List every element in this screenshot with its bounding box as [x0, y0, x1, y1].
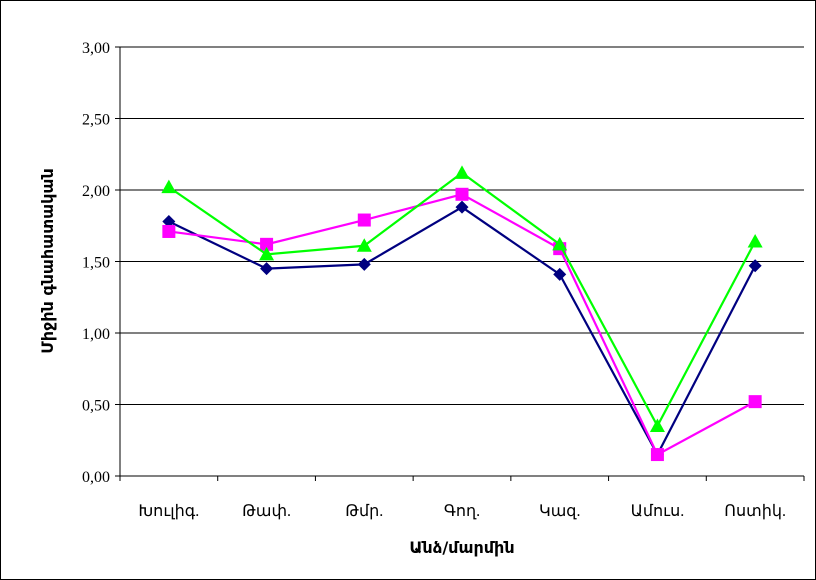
- x-tick-labels: Խուլիգ. Թափ. Թմր. Գող. Կազ. Ամուս. Ոստիկ.: [138, 503, 786, 520]
- x-tick-label: Կազ.: [539, 503, 580, 520]
- data-point-triangle: [552, 236, 568, 251]
- y-axis-title: Միջին գնահատական: [38, 168, 57, 353]
- y-tick-label: 2,00: [82, 183, 110, 200]
- gridlines: [120, 46, 804, 405]
- data-point-diamond: [357, 257, 371, 271]
- y-tick-label: 1,50: [82, 255, 110, 272]
- series-layer: [161, 165, 763, 462]
- series-1: [162, 200, 762, 462]
- data-point-square: [357, 213, 371, 227]
- data-point-diamond: [748, 259, 762, 273]
- y-tick-labels: 0,00 0,50 1,00 1,50 2,00 2,50 3,00: [82, 40, 110, 486]
- data-point-triangle: [356, 238, 372, 252]
- data-point-diamond: [162, 214, 176, 228]
- y-tick-label: 0,00: [82, 469, 110, 486]
- axes: [115, 46, 805, 481]
- series-2: [162, 187, 762, 462]
- y-tick-label: 1,00: [82, 326, 110, 343]
- data-point-diamond: [260, 262, 274, 276]
- x-tick-label: Թմր.: [345, 503, 383, 520]
- y-tick-label: 2,50: [82, 112, 110, 129]
- x-tick-label: Թափ.: [242, 503, 291, 520]
- x-tick-label: Խուլիգ.: [138, 503, 199, 520]
- data-point-triangle: [161, 179, 177, 194]
- data-point-square: [748, 395, 762, 409]
- data-point-square: [260, 237, 274, 251]
- series-line: [168, 205, 757, 457]
- data-point-triangle: [259, 246, 275, 261]
- x-axis-title: Անձ/մարմին: [409, 538, 514, 557]
- series-line: [168, 193, 756, 457]
- x-tick-label: Ոստիկ.: [724, 503, 786, 520]
- data-point-square: [162, 224, 176, 238]
- data-point-triangle: [649, 418, 665, 432]
- series-3: [161, 165, 763, 432]
- data-point-triangle: [747, 233, 763, 248]
- data-point-square: [650, 448, 664, 462]
- y-tick-label: 3,00: [82, 40, 110, 57]
- x-tick-label: Գող.: [444, 503, 480, 520]
- data-point-square: [455, 187, 469, 201]
- x-tick-label: Ամուս.: [631, 503, 685, 520]
- data-point-triangle: [454, 165, 470, 179]
- data-point-diamond: [455, 200, 469, 214]
- data-point-diamond: [553, 267, 567, 281]
- y-tick-label: 0,50: [82, 398, 110, 415]
